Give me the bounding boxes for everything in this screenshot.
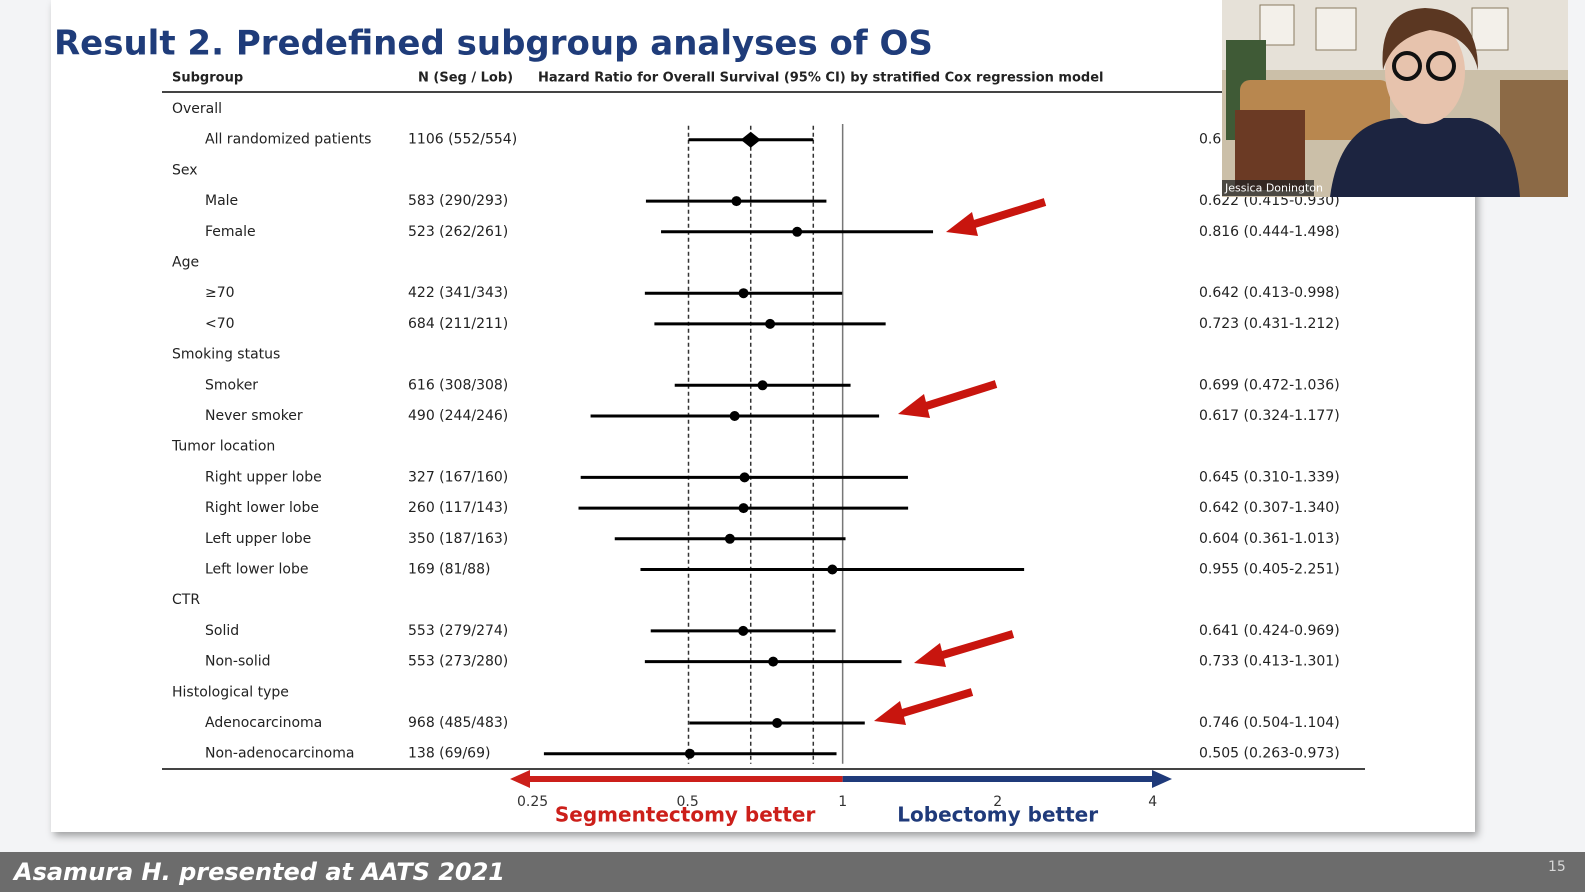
subgroup-label: <70 — [205, 316, 235, 332]
hr-point — [738, 503, 749, 514]
direction-arrowhead-left — [510, 770, 530, 788]
hr-ci-text: 0.699 (0.472-1.036) — [1199, 377, 1340, 393]
n-value: 523 (262/261) — [408, 224, 508, 240]
direction-label: Segmentectomy better — [555, 803, 816, 827]
hr-ci-text: 0.641 (0.424-0.969) — [1199, 623, 1340, 639]
subgroup-label: Right upper lobe — [205, 469, 322, 485]
subgroup-label: Smoker — [205, 377, 258, 393]
subgroup-label: Female — [205, 224, 256, 240]
hr-ci-text: 0.642 (0.307-1.340) — [1199, 500, 1340, 516]
n-value: 1106 (552/554) — [408, 132, 517, 148]
subgroup-label: Adenocarcinoma — [205, 715, 322, 731]
hr-point — [765, 318, 776, 329]
arrow — [898, 380, 998, 418]
subgroup-label: Non-solid — [205, 654, 271, 670]
forest-plot: Subgroup N (Seg / Lob) Hazard Ratio for Ov… — [171, 71, 1340, 827]
hr-ci-text: 0.723 (0.431-1.212) — [1199, 316, 1340, 332]
subgroup-label: Male — [205, 193, 238, 209]
hr-ci-text: 0.622 (0.415-0.930) — [1199, 193, 1340, 209]
hr-point — [724, 533, 735, 544]
group-heading: Overall — [172, 101, 222, 117]
n-value: 583 (290/293) — [408, 193, 508, 209]
hr-point — [772, 718, 783, 728]
group-heading: Smoking status — [172, 347, 280, 363]
hr-ci-text: 0.642 (0.413-0.998) — [1199, 285, 1340, 301]
n-value: 138 (69/69) — [408, 746, 490, 762]
n-value: 327 (167/160) — [408, 469, 508, 485]
x-tick-label: 2 — [993, 794, 1002, 810]
column-header: N (Seg / Lob) — [418, 71, 513, 86]
group-heading: Tumor location — [171, 439, 275, 455]
n-value: 553 (273/280) — [408, 654, 508, 670]
participant-name: Jessica Donington — [1224, 182, 1323, 195]
subgroup-label: Left lower lobe — [205, 562, 308, 578]
subgroup-label: ≥70 — [205, 285, 235, 301]
hr-point — [739, 472, 750, 483]
hr-point — [738, 625, 749, 636]
group-heading: CTR — [172, 592, 200, 608]
n-value: 616 (308/308) — [408, 377, 508, 393]
n-value: 968 (485/483) — [408, 715, 508, 731]
slide-title: Result 2. Predefined subgroup analyses o… — [54, 24, 933, 64]
hr-point — [729, 411, 740, 421]
hr-ci-text: 0.955 (0.405-2.251) — [1199, 562, 1340, 578]
arrow — [874, 688, 974, 725]
caption-bar — [0, 852, 1585, 892]
subgroup-label: All randomized patients — [205, 132, 371, 148]
arrow — [914, 630, 1015, 667]
subgroup-label: Solid — [205, 623, 239, 639]
video-tile: Jessica Donington — [1222, 0, 1568, 197]
citation: Asamura H. presented at AATS 2021 — [12, 858, 505, 886]
n-value: 260 (117/143) — [408, 500, 508, 516]
group-heading: Histological type — [172, 684, 289, 700]
hr-ci-text: 0.617 (0.324-1.177) — [1199, 408, 1340, 424]
hr-diamond — [740, 131, 761, 148]
hr-point — [827, 564, 838, 575]
column-header: Subgroup — [172, 71, 243, 86]
hr-point — [792, 226, 803, 237]
n-value: 553 (279/274) — [408, 623, 508, 639]
x-tick-label: 4 — [1148, 794, 1157, 810]
direction-label: Lobectomy better — [897, 803, 1098, 827]
annotation-arrows — [874, 198, 1047, 725]
column-header: Hazard Ratio for Overall Survival (95% C… — [538, 71, 1104, 86]
n-value: 350 (187/163) — [408, 531, 508, 547]
x-tick-label: 0.25 — [517, 794, 548, 810]
hr-point — [738, 288, 749, 299]
hr-point — [768, 656, 779, 667]
hr-ci-text: 0.733 (0.413-1.301) — [1199, 654, 1340, 670]
subgroup-label: Never smoker — [205, 408, 303, 424]
hr-ci-text: 0.746 (0.504-1.104) — [1199, 715, 1340, 731]
x-tick-label: 0.5 — [676, 794, 698, 810]
hr-ci-text: 0.645 (0.310-1.339) — [1199, 469, 1340, 485]
page-number: 15 — [1548, 859, 1566, 875]
n-value: 169 (81/88) — [408, 562, 490, 578]
subgroup-label: Left upper lobe — [205, 531, 311, 547]
group-heading: Age — [172, 255, 199, 271]
hr-point — [757, 380, 768, 391]
subgroup-label: Non-adenocarcinoma — [205, 746, 354, 762]
n-value: 422 (341/343) — [408, 285, 508, 301]
hr-ci-text: 0.816 (0.444-1.498) — [1199, 224, 1340, 240]
group-heading: Sex — [172, 162, 198, 178]
arrow — [946, 198, 1047, 236]
hr-ci-text: 0.604 (0.361-1.013) — [1199, 531, 1340, 547]
x-tick-label: 1 — [838, 794, 847, 810]
hr-point — [731, 196, 742, 207]
direction-arrowhead-right — [1152, 770, 1172, 788]
hr-ci-text: 0.505 (0.263-0.973) — [1199, 746, 1340, 762]
n-value: 490 (244/246) — [408, 408, 508, 424]
hr-point — [684, 748, 695, 759]
subgroup-label: Right lower lobe — [205, 500, 319, 516]
n-value: 684 (211/211) — [408, 316, 508, 332]
